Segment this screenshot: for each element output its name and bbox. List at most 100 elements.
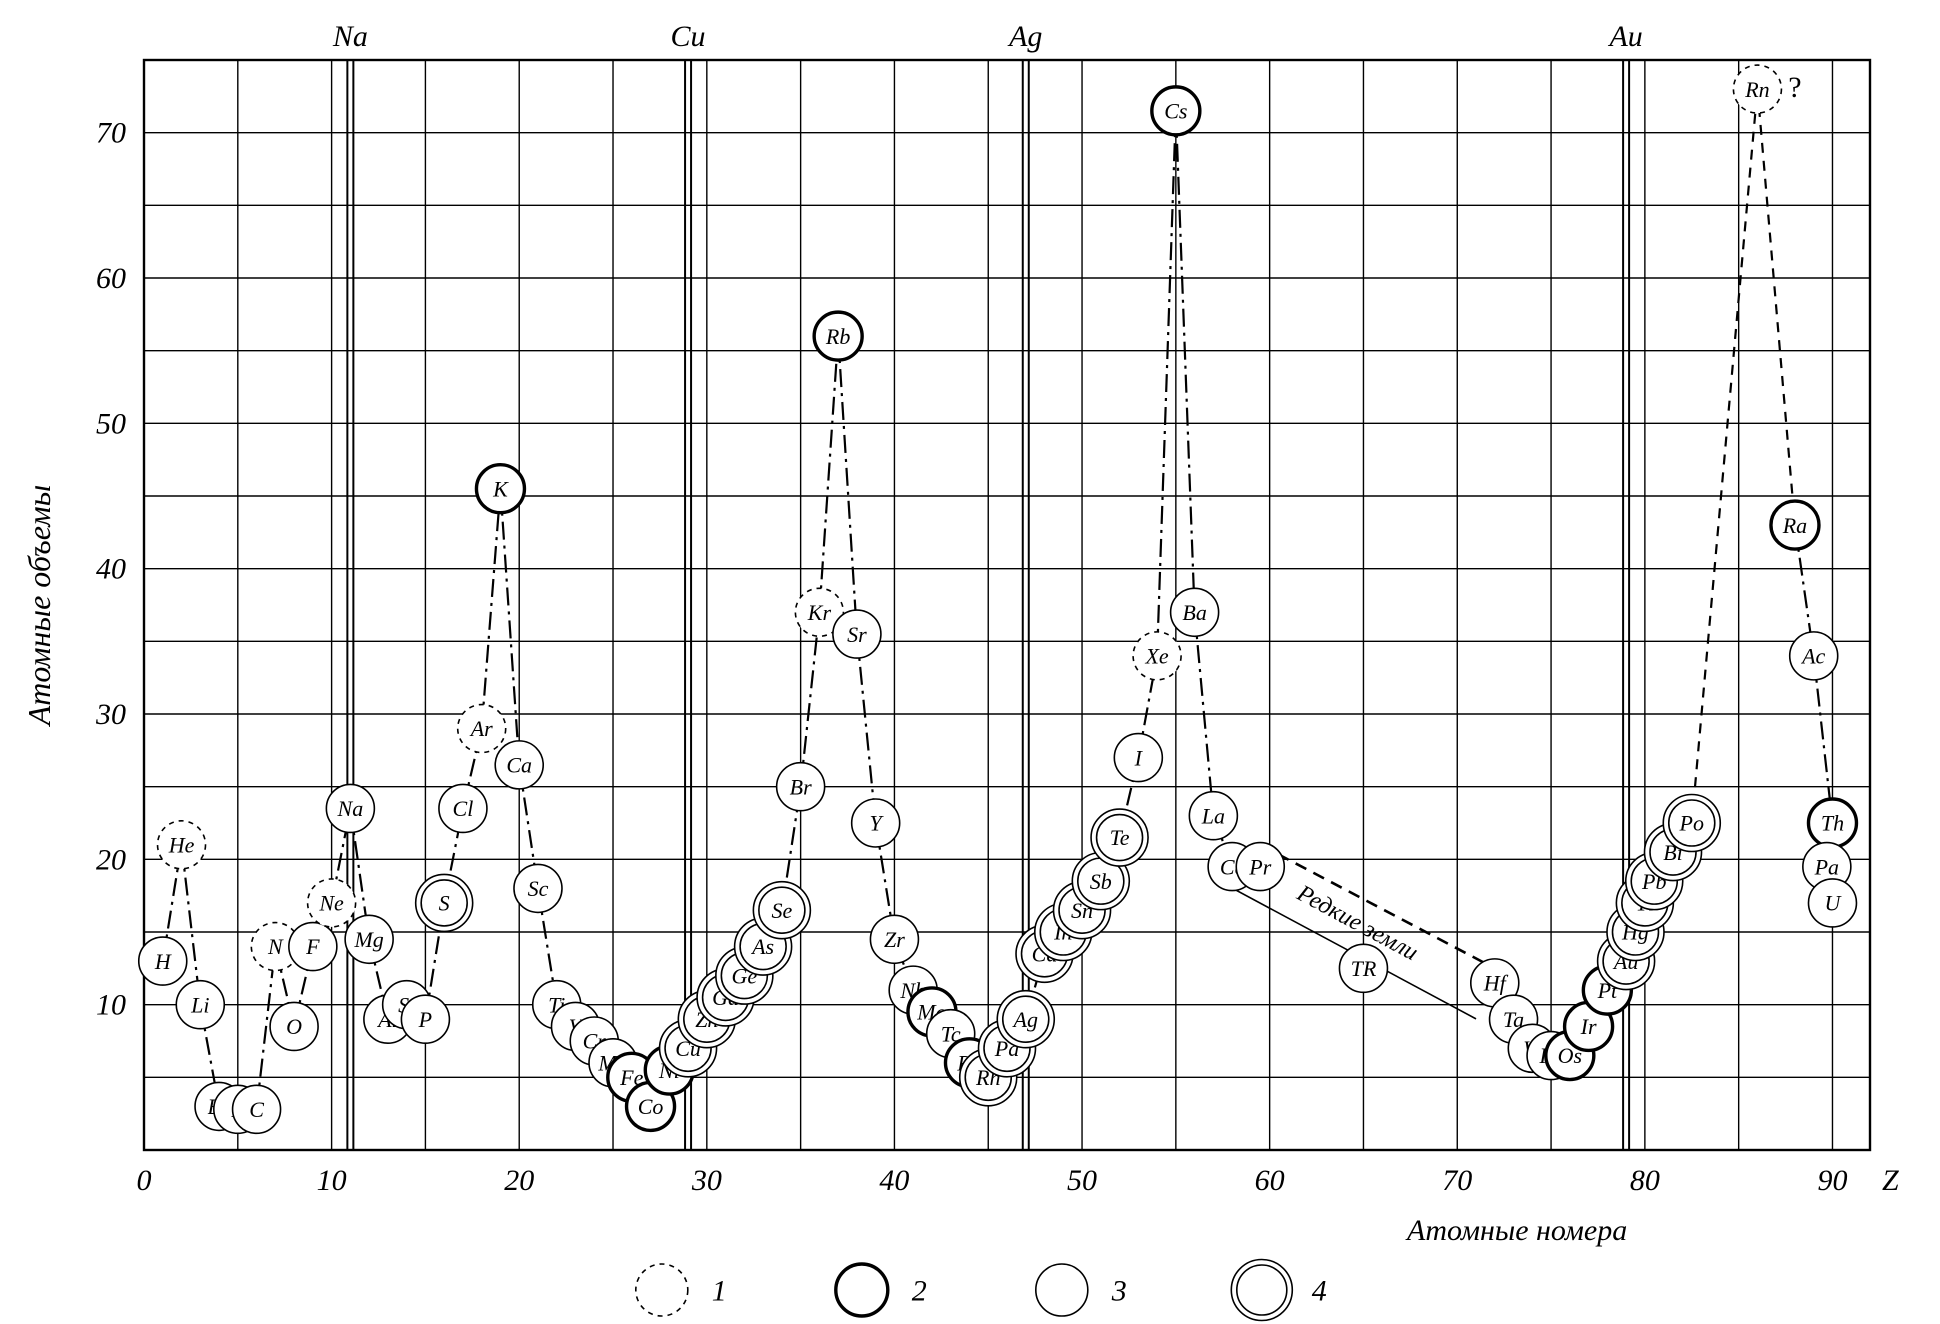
element-label: He [168,833,195,858]
element-label: Zr [884,927,905,952]
element-Ar: Ar [458,705,506,753]
element-H: H [139,937,187,985]
element-label: As [750,934,774,959]
element-Ag: Ag [997,991,1054,1048]
y-tick-label: 60 [96,262,126,295]
element-label: Hf [1483,971,1509,996]
element-label: Sr [847,622,867,647]
element-label: Rb [825,324,850,349]
x-tick-label: 90 [1817,1164,1847,1197]
element-label: Cl [453,796,474,821]
legend-item-3 [1036,1264,1088,1316]
x-tick-label: 70 [1442,1164,1472,1197]
element-Ac: Ac [1790,632,1838,680]
element-S: S [416,874,473,931]
x-tick-label: 60 [1255,1164,1285,1197]
element-I: I [1114,734,1162,782]
element-Ca: Ca [495,741,543,789]
top-label: Ag [1007,20,1042,53]
element-TR: TR [1339,944,1387,992]
element-He: He [158,821,206,869]
element-label: Cs [1164,99,1187,124]
element-label: Pa [1814,854,1839,879]
element-label: Ra [1782,513,1807,538]
legend-item-4 [1231,1260,1292,1321]
element-label: Th [1821,811,1844,836]
x-tick-label: 10 [317,1164,347,1197]
element-label: Ne [318,891,344,916]
element-label: P [418,1007,432,1032]
element-Sr: Sr [833,610,881,658]
element-label: U [1825,891,1843,916]
x-tick-label: 20 [504,1164,534,1197]
element-label: Co [638,1094,664,1119]
element-label: Po [1679,811,1704,836]
element-Th: Th [1808,799,1856,847]
element-O: O [270,1002,318,1050]
x-tick-label: 80 [1630,1164,1660,1197]
element-label: Sc [528,876,549,901]
element-label: TR [1351,956,1377,981]
element-Na: Na [326,784,374,832]
element-label: Br [790,774,812,799]
y-tick-label: 10 [96,989,126,1022]
legend-number: 3 [1111,1275,1127,1308]
x-tick-label: 40 [879,1164,909,1197]
y-tick-label: 50 [96,407,126,440]
x-axis-label: Атомные номера [1405,1214,1627,1247]
element-Y: Y [852,799,900,847]
element-label: O [286,1014,302,1039]
element-La: La [1189,792,1237,840]
y-tick-label: 20 [96,843,126,876]
legend-number: 2 [912,1275,927,1308]
legend-number: 4 [1312,1275,1327,1308]
element-Pr: Pr [1236,843,1284,891]
element-label: Te [1110,825,1130,850]
top-label: Na [332,20,368,53]
element-Cl: Cl [439,784,487,832]
y-tick-label: 70 [96,117,126,150]
element-Zr: Zr [870,915,918,963]
element-label: F [305,934,320,959]
element-label: S [439,891,450,916]
element-label: Sb [1090,869,1112,894]
element-label: Ag [1012,1007,1038,1032]
element-label: Pr [1248,854,1271,879]
element-label: N [267,934,284,959]
element-Xe: Xe [1133,632,1181,680]
element-Cs: Cs [1152,87,1200,135]
element-label: Ac [1800,644,1825,669]
element-label: Kr [807,600,832,625]
element-label: Ar [469,716,493,741]
x-tick-label: 0 [137,1164,152,1197]
element-label: Xe [1144,644,1168,669]
x-tick-label: 50 [1067,1164,1097,1197]
legend-item-1 [636,1264,688,1316]
element-C: C [233,1085,281,1133]
element-Rn: Rn [1733,65,1781,113]
element-Ba: Ba [1171,588,1219,636]
element-label: Mg [353,927,383,952]
legend-item-2 [836,1264,888,1316]
element-label: Li [190,992,209,1017]
top-label: Au [1607,20,1642,53]
element-U: U [1808,879,1856,927]
element-label: K [492,476,509,501]
y-axis-label: Атомные объемы [21,485,57,728]
y-tick-label: 30 [95,698,126,731]
element-K: K [476,465,524,513]
element-label: Ba [1182,600,1206,625]
element-label: La [1201,803,1225,828]
x-tick-label: 30 [691,1164,722,1197]
element-P: P [401,995,449,1043]
element-label: Ir [1580,1014,1597,1039]
element-Se: Se [753,882,810,939]
element-Po: Po [1663,795,1720,852]
legend-number: 1 [712,1275,727,1308]
element-Ne: Ne [308,879,356,927]
element-label: Ca [506,753,532,778]
element-label: H [154,949,172,974]
question-mark: ? [1788,71,1801,104]
element-Te: Te [1091,809,1148,866]
element-Sc: Sc [514,864,562,912]
